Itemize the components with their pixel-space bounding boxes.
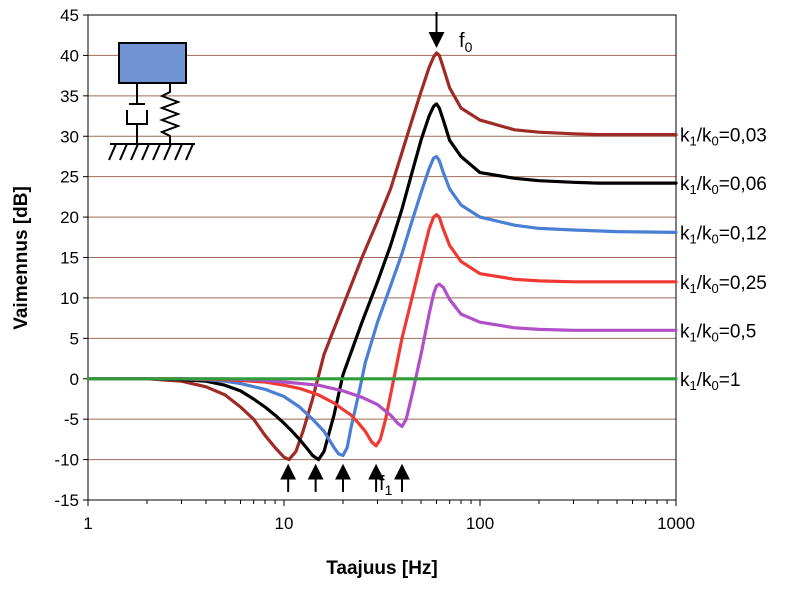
y-tick-label: -10 (54, 451, 79, 470)
mass-block (118, 42, 187, 84)
series-label-part: 0 (712, 378, 719, 393)
series-label: k1/k0=0,06 (680, 174, 767, 197)
annotation-arrows (280, 12, 445, 492)
series-label-part: =0,12 (719, 223, 767, 244)
y-tick-label: 5 (70, 329, 79, 348)
y-tick-label: 30 (60, 127, 79, 146)
y-tick-label: -15 (54, 491, 79, 510)
series-line (86, 282, 678, 428)
series-label-part: 1 (690, 378, 697, 393)
grid-lines (88, 14, 676, 501)
series-label-part: k (680, 321, 690, 342)
y-axis-title: Vaimennus [dB] (11, 186, 32, 330)
series-label-part: /k (697, 223, 712, 244)
x-tick-label: 1 (83, 514, 92, 533)
series-label: k1/k0=0,12 (680, 223, 767, 246)
spring-symbol (159, 83, 181, 144)
y-tick-label: -5 (64, 410, 79, 429)
x-tick-label: 100 (466, 514, 494, 533)
y-tick-labels: -15 -10 -5 0 5 10 15 20 25 30 35 40 45 (54, 6, 79, 510)
series-line (86, 213, 678, 448)
series-label-part: 1 (690, 134, 697, 149)
series-label-part: 0 (712, 329, 719, 344)
series-label: k1/k0=0,03 (680, 126, 767, 149)
series-label-part: /k (697, 174, 712, 195)
y-tick-label: 35 (60, 87, 79, 106)
series-label-part: /k (697, 126, 712, 147)
series-label-part: =0,06 (719, 174, 767, 195)
series-label-part: 1 (690, 231, 697, 246)
series-label-part: k (680, 273, 690, 294)
f0-label-main: f (459, 30, 465, 52)
series-label-part: k (680, 223, 690, 244)
series-label-part: 0 (712, 182, 719, 197)
f0-label-sub: 0 (465, 39, 473, 55)
y-tick-label: 15 (60, 249, 79, 268)
series-label-part: =0,03 (719, 126, 767, 147)
series-label-part: k (680, 174, 690, 195)
damper-symbol (126, 83, 148, 144)
series-label: k1/k0=0,5 (680, 321, 756, 344)
series-line (86, 102, 678, 462)
series-label-part: =0,25 (719, 273, 767, 294)
series-label-part: =0,5 (719, 321, 757, 342)
f1-label: f1 (379, 473, 393, 498)
x-tick-label: 10 (275, 514, 294, 533)
mechanical-system-diagram (108, 42, 195, 161)
y-tick-label: 0 (70, 370, 79, 389)
x-tick-labels: 1 10 100 1000 (83, 514, 695, 533)
f1-label-main: f (379, 473, 385, 495)
y-tick-label: 20 (60, 208, 79, 227)
ground-symbol (108, 143, 195, 161)
f1-label-sub: 1 (385, 482, 393, 498)
f0-label: f0 (459, 30, 473, 55)
x-tick-label: 1000 (657, 514, 695, 533)
series-line (86, 51, 678, 462)
series-label-part: 1 (690, 182, 697, 197)
series-label-part: /k (697, 321, 712, 342)
series-lines (86, 51, 678, 462)
series-label-part: k (680, 126, 690, 147)
series-label-part: k (680, 370, 690, 391)
series-label-part: =1 (719, 370, 741, 391)
series-line (86, 154, 678, 458)
y-tick-label: 10 (60, 289, 79, 308)
axes (83, 14, 677, 506)
series-label-part: 0 (712, 281, 719, 296)
y-tick-label: 45 (60, 6, 79, 25)
series-label-part: 1 (690, 281, 697, 296)
series-label: k1/k0=0,25 (680, 273, 767, 296)
series-label-part: 1 (690, 329, 697, 344)
series-label-part: /k (697, 273, 712, 294)
series-label-part: /k (697, 370, 712, 391)
y-tick-label: 25 (60, 168, 79, 187)
series-label: k1/k0=1 (680, 370, 740, 393)
series-label-part: 0 (712, 231, 719, 246)
x-axis-title: Taajuus [Hz] (326, 558, 438, 579)
series-labels: k1/k0=0,03k1/k0=0,06k1/k0=0,12k1/k0=0,25… (680, 126, 767, 393)
series-label-part: 0 (712, 134, 719, 149)
y-tick-label: 40 (60, 46, 79, 65)
